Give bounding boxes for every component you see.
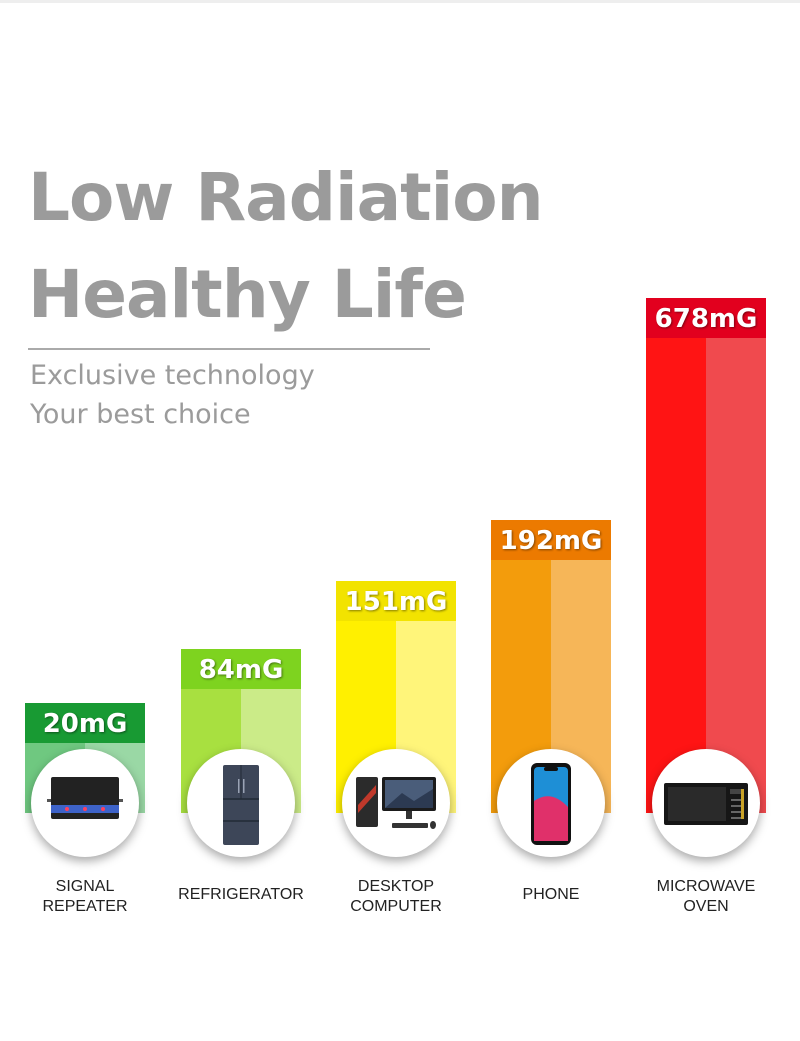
bar-value-label: 20mG bbox=[42, 709, 128, 739]
icon-circle bbox=[342, 749, 450, 857]
category-label-line1: SIGNAL bbox=[55, 878, 115, 895]
bar-value-label: 678mG bbox=[654, 304, 758, 334]
category-label: REFRIGERATOR bbox=[161, 885, 321, 905]
headline-divider bbox=[28, 348, 430, 350]
bar-value-label: 84mG bbox=[198, 655, 284, 685]
headline-line1: Low Radiation bbox=[28, 159, 544, 236]
category-label: DESKTOP COMPUTER bbox=[316, 877, 476, 917]
category-label-line2: OVEN bbox=[683, 898, 729, 915]
bar-header-3 bbox=[491, 520, 611, 560]
category-label-line2: REPEATER bbox=[42, 898, 128, 915]
top-divider bbox=[0, 0, 800, 3]
microwave-oven-icon bbox=[664, 783, 748, 825]
category-label-line1: PHONE bbox=[522, 886, 580, 903]
bar-value-label: 192mG bbox=[499, 526, 603, 556]
bar-header-4 bbox=[646, 298, 766, 338]
bar-header-0 bbox=[25, 703, 145, 743]
icon-circle bbox=[497, 749, 605, 857]
signal-repeater-icon bbox=[47, 777, 123, 819]
icon-circle bbox=[652, 749, 760, 857]
desktop-computer-icon bbox=[356, 777, 436, 829]
icon-circle bbox=[187, 749, 295, 857]
category-label-line1: REFRIGERATOR bbox=[178, 886, 304, 903]
bar-body-left-4 bbox=[646, 338, 706, 813]
category-label: MICROWAVE OVEN bbox=[626, 877, 786, 917]
category-label: SIGNAL REPEATER bbox=[5, 877, 165, 917]
bar-body-right-4 bbox=[706, 338, 766, 813]
tagline-line1: Exclusive technology bbox=[30, 360, 315, 391]
category-label-line1: MICROWAVE bbox=[656, 878, 756, 895]
icon-circle bbox=[31, 749, 139, 857]
category-label-line2: COMPUTER bbox=[350, 898, 442, 915]
bar-header-2 bbox=[336, 581, 456, 621]
phone-icon bbox=[531, 763, 571, 845]
tagline-line2: Your best choice bbox=[30, 399, 251, 430]
headline-line2: Healthy Life bbox=[28, 256, 467, 333]
category-label: PHONE bbox=[471, 885, 631, 905]
category-label-line1: DESKTOP bbox=[357, 878, 435, 895]
refrigerator-icon bbox=[223, 765, 259, 845]
bar-header-1 bbox=[181, 649, 301, 689]
bar-value-label: 151mG bbox=[344, 587, 448, 617]
